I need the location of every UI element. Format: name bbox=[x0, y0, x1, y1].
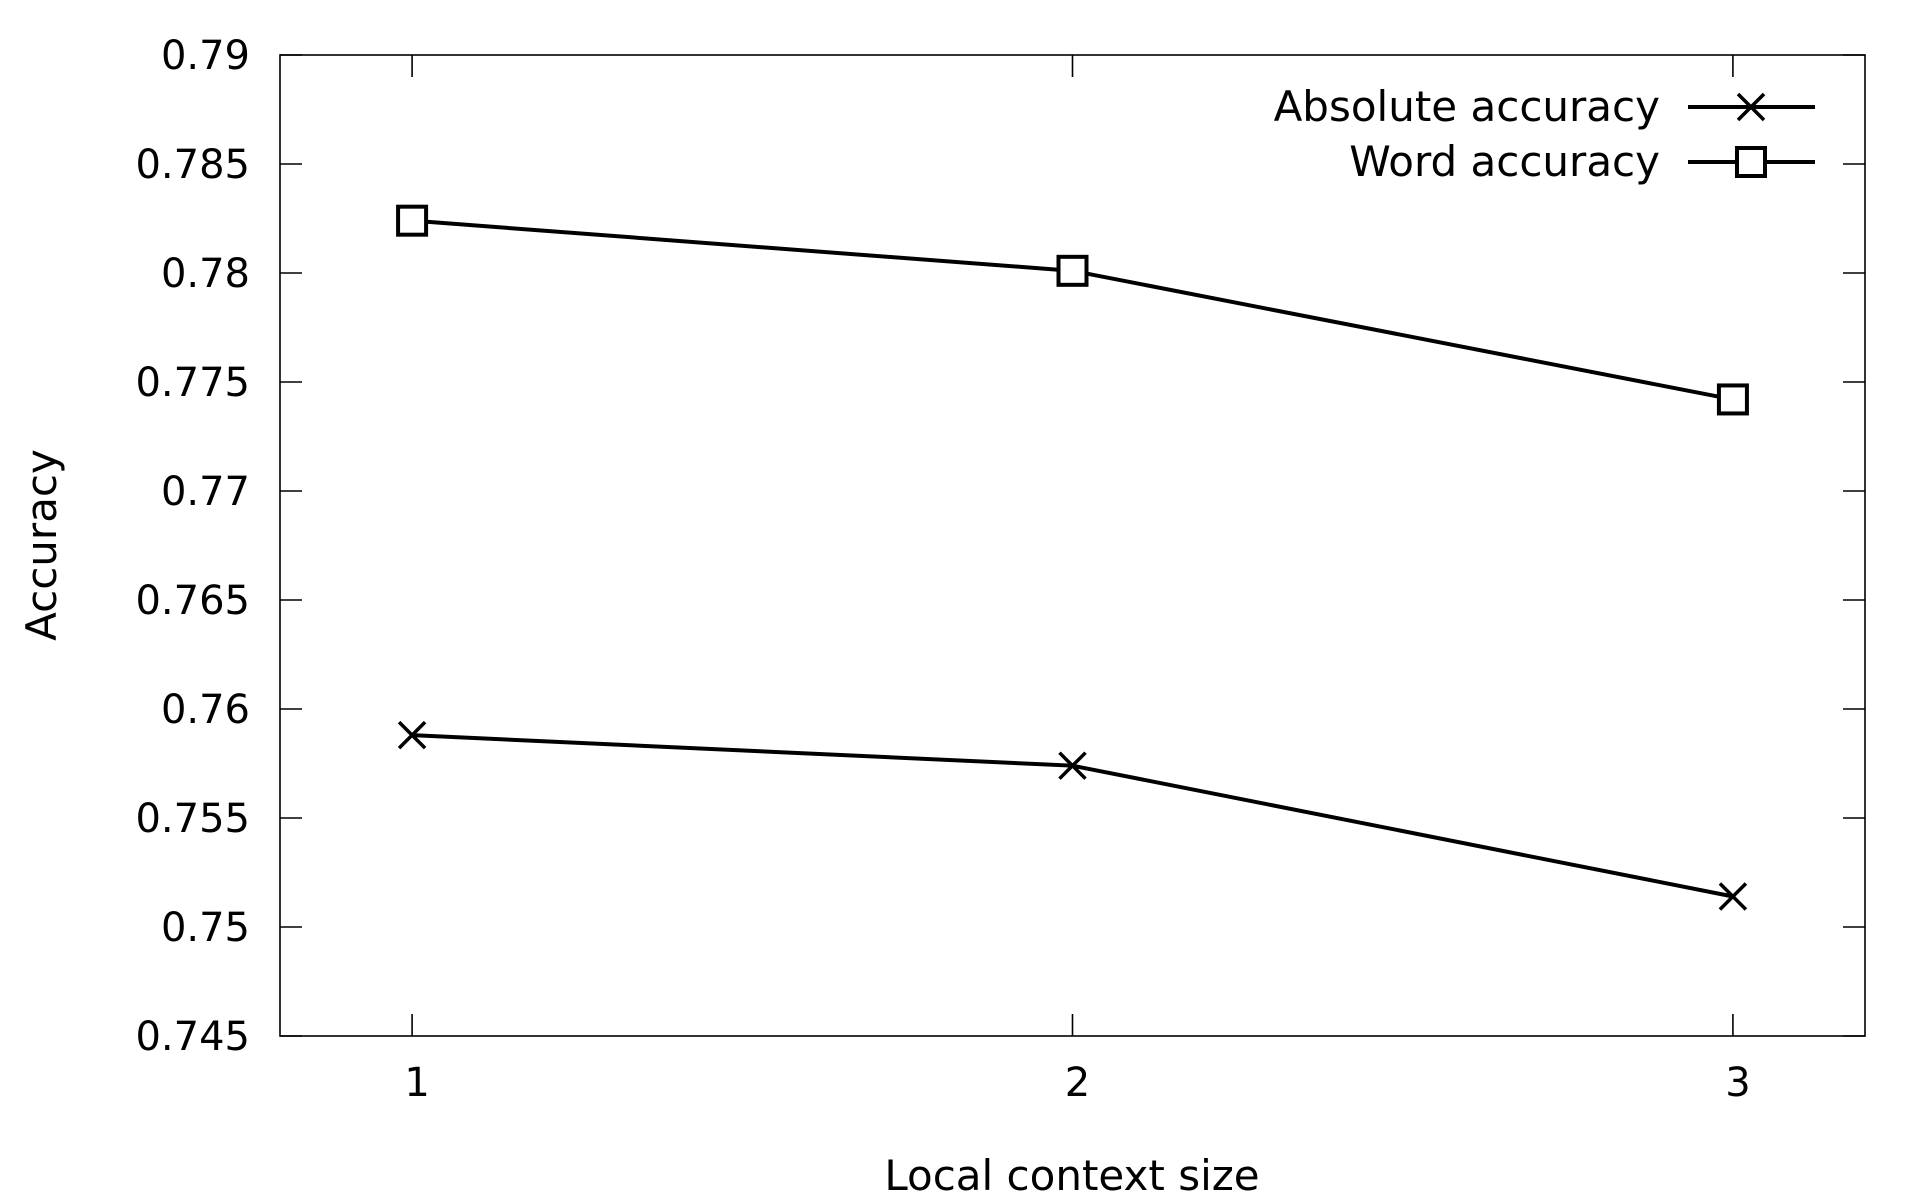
square-marker bbox=[396, 204, 429, 237]
x-tick-label: 1 bbox=[404, 1060, 429, 1106]
x-tick-label: 3 bbox=[1725, 1060, 1750, 1106]
x-axis: 1 2 3 bbox=[404, 55, 1751, 1106]
y-tick-label: 0.765 bbox=[135, 578, 250, 624]
series-line bbox=[411, 733, 1734, 899]
cross-marker-stroke bbox=[1718, 882, 1748, 911]
square-marker bbox=[1056, 254, 1089, 287]
cross-marker-stroke bbox=[1058, 751, 1087, 780]
cross-marker bbox=[1718, 882, 1748, 911]
cross-marker bbox=[397, 720, 427, 750]
y-tick-label: 0.76 bbox=[161, 687, 250, 733]
y-tick-label: 0.775 bbox=[135, 360, 250, 406]
legend-label: Absolute accuracy bbox=[1274, 82, 1660, 131]
legend: Absolute accuracy Word accuracy bbox=[1274, 82, 1815, 186]
y-tick-label: 0.75 bbox=[161, 905, 250, 951]
y-axis-label: Accuracy bbox=[17, 449, 66, 641]
legend-item: Absolute accuracy bbox=[1274, 82, 1815, 131]
cross-marker bbox=[1058, 751, 1087, 780]
y-axis: 0.745 0.75 0.755 0.76 0.765 0.77 0.775 0.78 0.78… bbox=[135, 33, 1865, 1060]
x-axis-label: Local context size bbox=[884, 1151, 1259, 1200]
y-tick-label: 0.79 bbox=[161, 33, 250, 79]
x-tick-label: 2 bbox=[1065, 1060, 1090, 1106]
y-tick-label: 0.755 bbox=[135, 796, 250, 842]
y-tick-label: 0.785 bbox=[135, 142, 250, 188]
series-line bbox=[411, 218, 1734, 402]
square-marker bbox=[1735, 146, 1767, 178]
series-word-accuracy bbox=[396, 204, 1749, 416]
y-tick-label: 0.745 bbox=[135, 1014, 250, 1060]
legend-label: Word accuracy bbox=[1349, 137, 1660, 186]
cross-marker bbox=[1736, 92, 1766, 122]
plot-frame bbox=[279, 54, 1866, 1037]
cross-marker-stroke bbox=[1736, 92, 1766, 122]
square-marker bbox=[1716, 383, 1749, 416]
series-absolute-accuracy bbox=[397, 720, 1748, 911]
cross-marker-stroke bbox=[397, 720, 427, 750]
legend-item: Word accuracy bbox=[1349, 137, 1815, 186]
series-layer bbox=[396, 204, 1749, 911]
y-tick-label: 0.77 bbox=[161, 469, 250, 515]
y-tick-label: 0.78 bbox=[161, 251, 250, 297]
